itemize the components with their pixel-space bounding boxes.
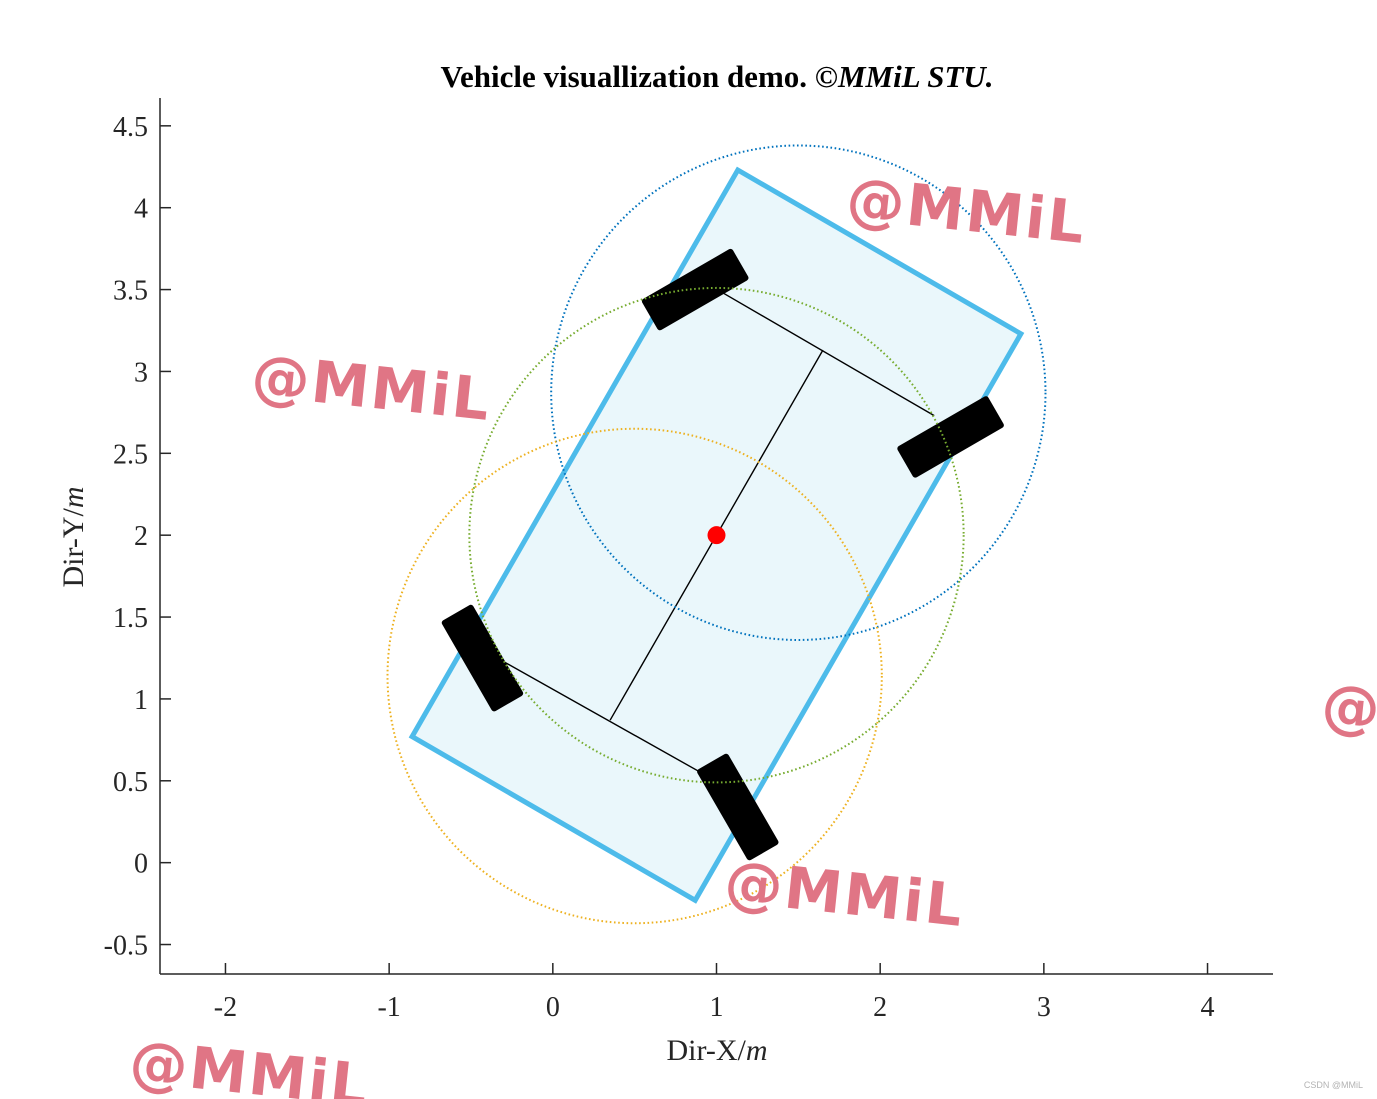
front-axle (711, 285, 935, 417)
y-tick-label: 3.5 (113, 276, 148, 307)
center-point (707, 526, 726, 545)
dotted-circle (468, 286, 965, 784)
axes: -2 -1 0 1 2 3 4 -0.5 0 0.5 1 1.5 2 2.5 3 3.5 4 4.5 (104, 98, 1273, 1023)
y-axis-label: Dir-Y/ (57, 507, 90, 587)
x-tick-label: 1 (710, 992, 724, 1023)
x-axis-label: Dir-X/ (666, 1034, 746, 1067)
chart-title: Vehicle visuallization demo. ©MMiL STU. (440, 59, 993, 94)
y-axis-unit: m (57, 486, 90, 508)
chart-title-italic: MMiL STU. (837, 59, 994, 94)
x-axis-unit: m (746, 1034, 768, 1067)
y-tick-label: -0.5 (104, 931, 148, 962)
wheel (697, 753, 779, 861)
watermark: @ (1319, 670, 1377, 744)
x-tick-label: -2 (214, 992, 237, 1023)
watermark: @MMiL (844, 164, 1090, 257)
wheel (897, 396, 1004, 478)
plot-area (386, 144, 1047, 925)
y-tick-label: 2 (134, 521, 148, 552)
y-tick-label: 0 (134, 849, 148, 880)
y-tick-label: 1.5 (113, 603, 148, 634)
x-tick-label: -1 (377, 992, 400, 1023)
credit-text: CSDN @MMiL (1303, 1080, 1363, 1090)
x-tick-label: 2 (873, 992, 887, 1023)
y-tick-label: 4 (134, 194, 148, 225)
y-tick-label: 4.5 (113, 112, 148, 143)
watermark: @MMiL (127, 1027, 373, 1099)
y-tick-label: 3 (134, 357, 148, 388)
wheel (441, 604, 524, 712)
dotted-circle (550, 144, 1047, 641)
x-axis-title: Dir-X/m (666, 1034, 767, 1067)
y-tick-label: 0.5 (113, 767, 148, 798)
watermark: @MMiL (249, 341, 495, 434)
y-axis-title: Dir-Y/m (57, 486, 90, 587)
x-tick-label: 4 (1201, 992, 1215, 1023)
x-tick-label: 0 (546, 992, 560, 1023)
rear-axle (496, 657, 722, 785)
y-tick-label: 2.5 (113, 439, 148, 470)
dotted-circle (386, 427, 883, 925)
y-tick-label: 1 (134, 685, 148, 716)
watermark: @MMiL (722, 847, 968, 940)
chart-title-text: Vehicle visuallization demo. © (440, 59, 837, 94)
x-tick-label: 3 (1037, 992, 1051, 1023)
